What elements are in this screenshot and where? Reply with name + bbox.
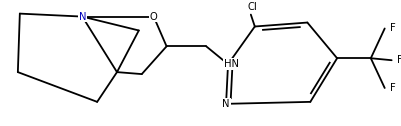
Text: F: F [390,23,395,34]
Text: F: F [397,55,401,65]
Text: N: N [79,12,86,22]
Text: O: O [150,12,158,22]
Text: N: N [222,99,230,109]
Text: Cl: Cl [248,2,258,12]
Text: HN: HN [223,59,239,69]
Text: F: F [390,83,395,93]
